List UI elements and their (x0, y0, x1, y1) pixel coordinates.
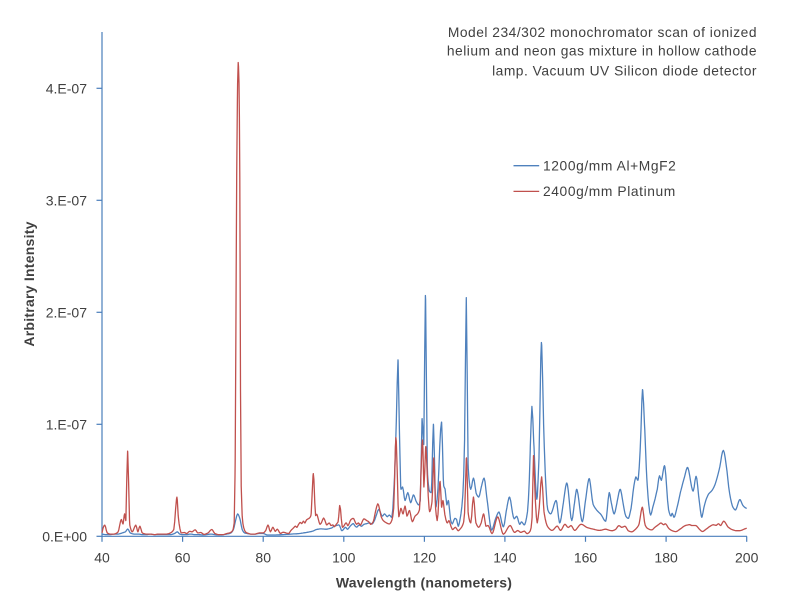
svg-text:40: 40 (94, 550, 110, 566)
svg-text:4.E-07: 4.E-07 (46, 80, 87, 96)
svg-text:120: 120 (413, 550, 437, 566)
svg-text:lamp. Vacuum UV Silicon diode: lamp. Vacuum UV Silicon diode detector (492, 63, 757, 78)
svg-text:60: 60 (175, 550, 191, 566)
svg-text:0.E+00: 0.E+00 (42, 528, 87, 544)
svg-text:200: 200 (735, 550, 759, 566)
svg-text:160: 160 (574, 550, 598, 566)
svg-text:100: 100 (332, 550, 356, 566)
svg-text:helium and neon gas mixture in: helium and neon gas mixture in hollow ca… (447, 44, 757, 59)
svg-text:2.E-07: 2.E-07 (46, 304, 87, 320)
svg-text:Arbitrary Intensity: Arbitrary Intensity (21, 221, 37, 346)
svg-text:Wavelength (nanometers): Wavelength (nanometers) (336, 575, 512, 591)
svg-text:Model 234/302 monochromator sc: Model 234/302 monochromator scan of ioni… (448, 25, 757, 40)
svg-text:1.E-07: 1.E-07 (46, 416, 87, 432)
svg-text:2400g/mm Platinum: 2400g/mm Platinum (543, 184, 676, 199)
svg-text:80: 80 (255, 550, 271, 566)
svg-text:1200g/mm Al+MgF2: 1200g/mm Al+MgF2 (543, 159, 676, 174)
svg-text:3.E-07: 3.E-07 (46, 192, 87, 208)
svg-text:180: 180 (654, 550, 678, 566)
svg-text:140: 140 (493, 550, 517, 566)
